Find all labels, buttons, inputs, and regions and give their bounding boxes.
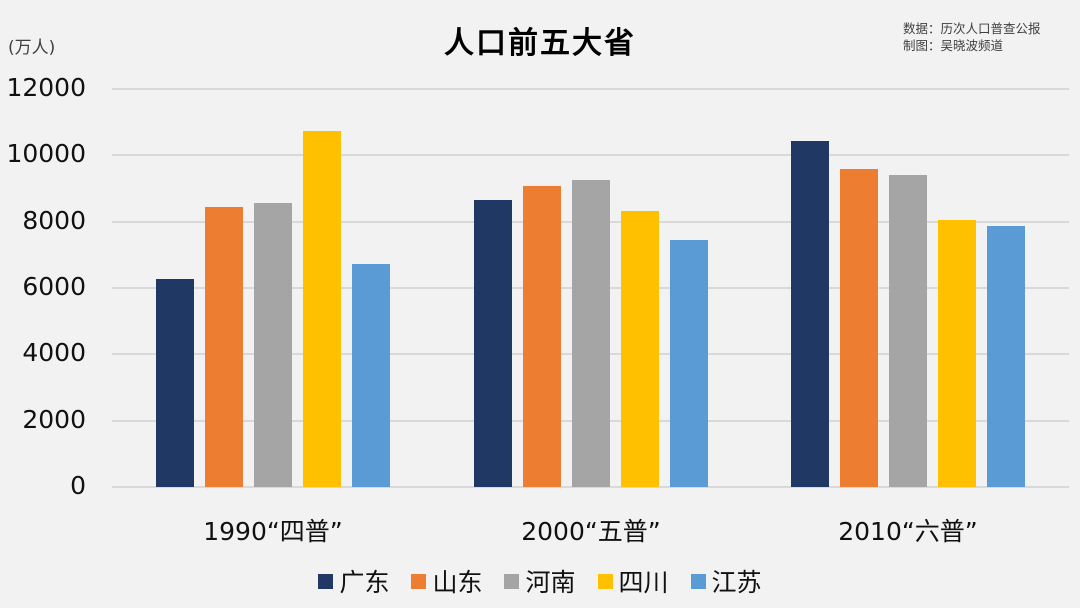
legend-swatch-icon	[504, 573, 520, 589]
bar-河南	[572, 179, 610, 487]
legend-label: 四川	[618, 568, 669, 597]
source-data-line: 数据：历次人口普查公报	[903, 21, 1041, 36]
x-axis-baseline	[112, 486, 1069, 488]
legend-item: 广东	[318, 563, 389, 599]
gridline	[112, 154, 1069, 157]
legend-swatch-icon	[411, 573, 427, 589]
source-author-line: 制图：吴晓波频道	[903, 38, 1004, 53]
bar-江苏	[670, 240, 708, 487]
bar-山东	[205, 207, 243, 487]
y-axis-unit-label: (万人)	[8, 38, 56, 58]
bar-江苏	[987, 225, 1025, 487]
legend-swatch-icon	[597, 573, 613, 589]
plot-area	[112, 88, 1069, 488]
y-tick-label: 12000	[6, 73, 86, 102]
y-tick-label: 8000	[22, 205, 86, 235]
source-note: 数据：历次人口普查公报 制图：吴晓波频道	[903, 20, 1041, 54]
legend: 广东 山东 河南 四川 江苏	[0, 563, 1080, 599]
bar-广东	[791, 141, 829, 487]
bar-江苏	[352, 264, 390, 487]
legend-label: 广东	[339, 568, 390, 597]
x-tick-label: 2000“五普”	[521, 517, 661, 546]
y-tick-label: 2000	[22, 404, 86, 434]
legend-item: 山东	[411, 563, 482, 599]
legend-item: 河南	[504, 563, 576, 599]
bar-山东	[523, 185, 561, 487]
bar-山东	[840, 169, 878, 487]
y-tick-label: 6000	[22, 272, 86, 301]
y-tick-label: 0	[70, 471, 86, 500]
bar-四川	[303, 131, 341, 487]
legend-label: 山东	[432, 568, 483, 597]
bar-河南	[254, 203, 292, 487]
x-tick-label: 1990“四普”	[203, 517, 343, 546]
legend-label: 河南	[525, 568, 576, 597]
bar-广东	[474, 200, 512, 487]
legend-swatch-icon	[690, 573, 706, 589]
legend-item: 四川	[597, 563, 669, 599]
y-tick-label: 10000	[6, 139, 86, 169]
bar-四川	[938, 220, 976, 487]
chart-title: 人口前五大省	[444, 26, 636, 61]
x-tick-label: 2010“六普”	[838, 517, 978, 546]
y-tick-label: 4000	[22, 338, 86, 368]
bar-河南	[889, 175, 927, 487]
legend-label: 江苏	[711, 568, 762, 597]
legend-item: 江苏	[690, 563, 762, 599]
bar-广东	[156, 279, 194, 487]
gridline	[112, 88, 1069, 90]
legend-swatch-icon	[318, 573, 334, 589]
bar-四川	[621, 211, 659, 487]
